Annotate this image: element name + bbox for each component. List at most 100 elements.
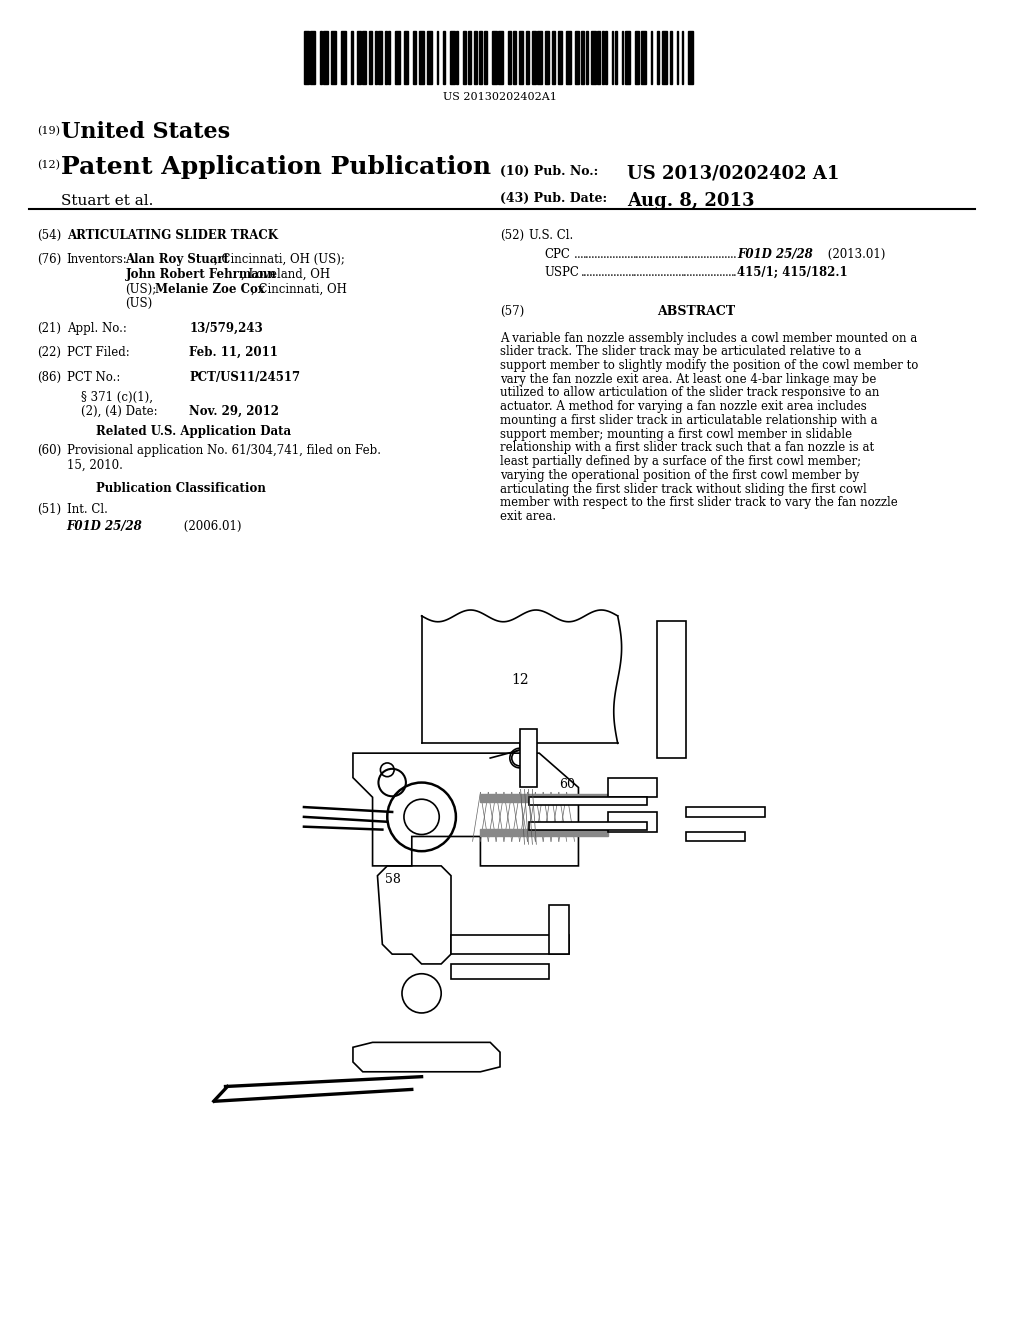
- Text: .: .: [727, 265, 731, 279]
- Text: .: .: [683, 265, 687, 279]
- Bar: [663, 30, 667, 84]
- Bar: [656, 620, 686, 758]
- Text: .: .: [595, 265, 599, 279]
- Text: .: .: [615, 265, 620, 279]
- Text: .: .: [732, 248, 736, 261]
- Text: .: .: [707, 265, 711, 279]
- Text: .: .: [730, 265, 734, 279]
- Text: USPC: USPC: [544, 265, 579, 279]
- Text: .: .: [651, 265, 654, 279]
- Text: U.S. Cl.: U.S. Cl.: [529, 228, 573, 242]
- Text: .: .: [662, 248, 666, 261]
- Text: John Robert Fehrmann: John Robert Fehrmann: [126, 268, 276, 281]
- Text: .: .: [612, 265, 616, 279]
- Text: .: .: [650, 248, 653, 261]
- Text: .: .: [688, 248, 692, 261]
- Text: .: .: [733, 265, 737, 279]
- Text: .: .: [685, 248, 689, 261]
- Text: .: .: [725, 265, 728, 279]
- Text: (60): (60): [37, 445, 61, 457]
- Text: utilized to allow articulation of the slider track responsive to an: utilized to allow articulation of the sl…: [500, 387, 880, 400]
- Text: vary the fan nozzle exit area. At least one 4-bar linkage may be: vary the fan nozzle exit area. At least …: [500, 372, 877, 385]
- Bar: [586, 30, 588, 84]
- Text: ARTICULATING SLIDER TRACK: ARTICULATING SLIDER TRACK: [67, 228, 278, 242]
- Bar: [483, 30, 487, 84]
- Bar: [529, 822, 647, 829]
- Text: .: .: [680, 248, 683, 261]
- Text: .: .: [583, 248, 586, 261]
- Text: .: .: [601, 265, 605, 279]
- Text: .: .: [614, 248, 618, 261]
- Bar: [499, 30, 503, 84]
- Text: .: .: [577, 248, 581, 261]
- Text: .: .: [698, 265, 701, 279]
- Text: exit area.: exit area.: [500, 510, 556, 523]
- Text: .: .: [686, 265, 690, 279]
- Bar: [457, 30, 458, 84]
- Bar: [443, 30, 444, 84]
- Bar: [385, 30, 387, 84]
- Bar: [463, 30, 466, 84]
- Bar: [682, 30, 683, 84]
- Text: .: .: [635, 248, 639, 261]
- Text: mounting a first slider track in articulatable relationship with a: mounting a first slider track in articul…: [500, 414, 878, 426]
- Bar: [529, 797, 647, 805]
- Text: .: .: [702, 248, 707, 261]
- Text: .: .: [621, 248, 625, 261]
- Text: .: .: [607, 265, 610, 279]
- Text: US 20130202402A1: US 20130202402A1: [443, 92, 557, 103]
- Bar: [657, 30, 658, 84]
- Text: .: .: [603, 248, 606, 261]
- Bar: [608, 777, 656, 797]
- Bar: [686, 832, 745, 841]
- Bar: [597, 30, 600, 84]
- Text: , Cincinnati, OH: , Cincinnati, OH: [251, 282, 347, 296]
- Text: .: .: [610, 265, 613, 279]
- Text: (54): (54): [37, 228, 61, 242]
- Bar: [605, 30, 607, 84]
- Text: Stuart et al.: Stuart et al.: [60, 194, 154, 209]
- Text: .: .: [682, 248, 686, 261]
- Text: Aug. 8, 2013: Aug. 8, 2013: [628, 193, 755, 210]
- Text: .: .: [588, 248, 592, 261]
- Bar: [332, 30, 336, 84]
- Text: .: .: [659, 265, 664, 279]
- Text: .: .: [641, 248, 645, 261]
- Text: Related U.S. Application Data: Related U.S. Application Data: [96, 425, 291, 438]
- Text: PCT No.:: PCT No.:: [67, 371, 120, 384]
- Bar: [549, 906, 568, 954]
- Text: (US);: (US);: [126, 282, 157, 296]
- Bar: [310, 30, 315, 84]
- Text: PCT/US11/24517: PCT/US11/24517: [189, 371, 300, 384]
- Text: .: .: [654, 265, 657, 279]
- Text: Appl. No.:: Appl. No.:: [67, 322, 127, 335]
- Text: .: .: [591, 248, 595, 261]
- Text: (2), (4) Date:: (2), (4) Date:: [81, 405, 158, 418]
- Text: F01D 25/28: F01D 25/28: [737, 248, 813, 261]
- Bar: [532, 30, 536, 84]
- Text: .: .: [692, 265, 696, 279]
- Text: .: .: [656, 265, 660, 279]
- Bar: [413, 30, 416, 84]
- Text: .: .: [636, 265, 640, 279]
- Bar: [474, 30, 477, 84]
- Text: .: .: [624, 248, 628, 261]
- Text: .: .: [625, 265, 629, 279]
- Text: .: .: [718, 248, 722, 261]
- Text: (21): (21): [37, 322, 61, 335]
- Text: .: .: [706, 248, 710, 261]
- Text: member with respect to the first slider track to vary the fan nozzle: member with respect to the first slider …: [500, 496, 898, 510]
- Text: Provisional application No. 61/304,741, filed on Feb.: Provisional application No. 61/304,741, …: [67, 445, 381, 457]
- Bar: [419, 30, 424, 84]
- Text: .: .: [638, 248, 642, 261]
- Bar: [394, 30, 399, 84]
- Bar: [437, 30, 438, 84]
- Text: .: .: [672, 265, 676, 279]
- Text: .: .: [726, 248, 730, 261]
- Text: .: .: [680, 265, 684, 279]
- Text: (2013.01): (2013.01): [823, 248, 885, 261]
- Text: Int. Cl.: Int. Cl.: [67, 503, 108, 516]
- Bar: [558, 30, 561, 84]
- Text: .: .: [724, 248, 727, 261]
- Text: (US): (US): [126, 297, 153, 310]
